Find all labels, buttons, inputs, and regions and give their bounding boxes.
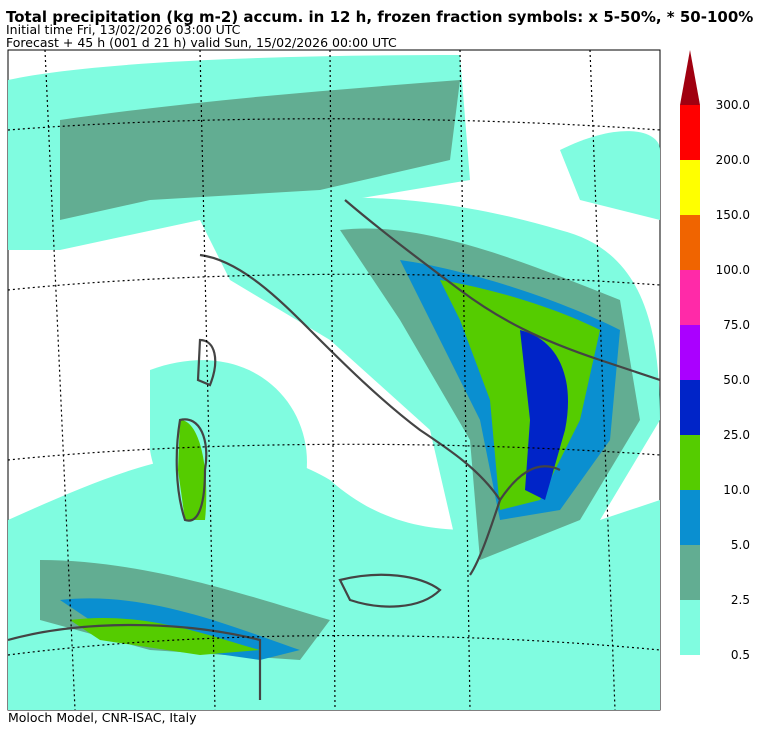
colorbar-label: 75.0	[723, 318, 750, 332]
colorbar-box	[680, 600, 700, 655]
colorbar-box	[680, 270, 700, 325]
colorbar-label: 5.0	[731, 538, 750, 552]
colorbar-box	[680, 325, 700, 380]
initial-time: Initial time Fri, 13/02/2026 03:00 UTC	[6, 22, 241, 37]
colorbar-label: 10.0	[723, 483, 750, 497]
colorbar-label: 200.0	[716, 153, 750, 167]
graticule	[8, 50, 660, 710]
map	[7, 49, 661, 711]
colorbar-box	[680, 160, 700, 215]
colorbar-box	[680, 215, 700, 270]
colorbar-box	[680, 545, 700, 600]
colorbar-label: 25.0	[723, 428, 750, 442]
forecast: Forecast + 45 h (001 d 21 h) valid Sun, …	[6, 35, 397, 50]
colorbar-box	[680, 380, 700, 435]
precip-field	[8, 55, 660, 710]
title: Total precipitation (kg m-2) accum. in 1…	[6, 8, 753, 26]
coastlines	[8, 199, 660, 700]
colorbar-box	[680, 105, 700, 160]
colorbar-label: 0.5	[731, 648, 750, 662]
colorbar-label: 300.0	[716, 98, 750, 112]
colorbar-arrow	[680, 50, 700, 105]
colorbar-box	[680, 490, 700, 545]
colorbar-box	[680, 435, 700, 490]
colorbar: 0.5 2.5 5.0 10.0 25.0 50.0 75.0 100.0 150.0 200.0…	[680, 50, 750, 662]
colorbar-label: 150.0	[716, 208, 750, 222]
colorbar-label: 50.0	[723, 373, 750, 387]
colorbar-label: 100.0	[716, 263, 750, 277]
colorbar-label: 2.5	[731, 593, 750, 607]
footer: Moloch Model, CNR-ISAC, Italy	[8, 710, 197, 725]
